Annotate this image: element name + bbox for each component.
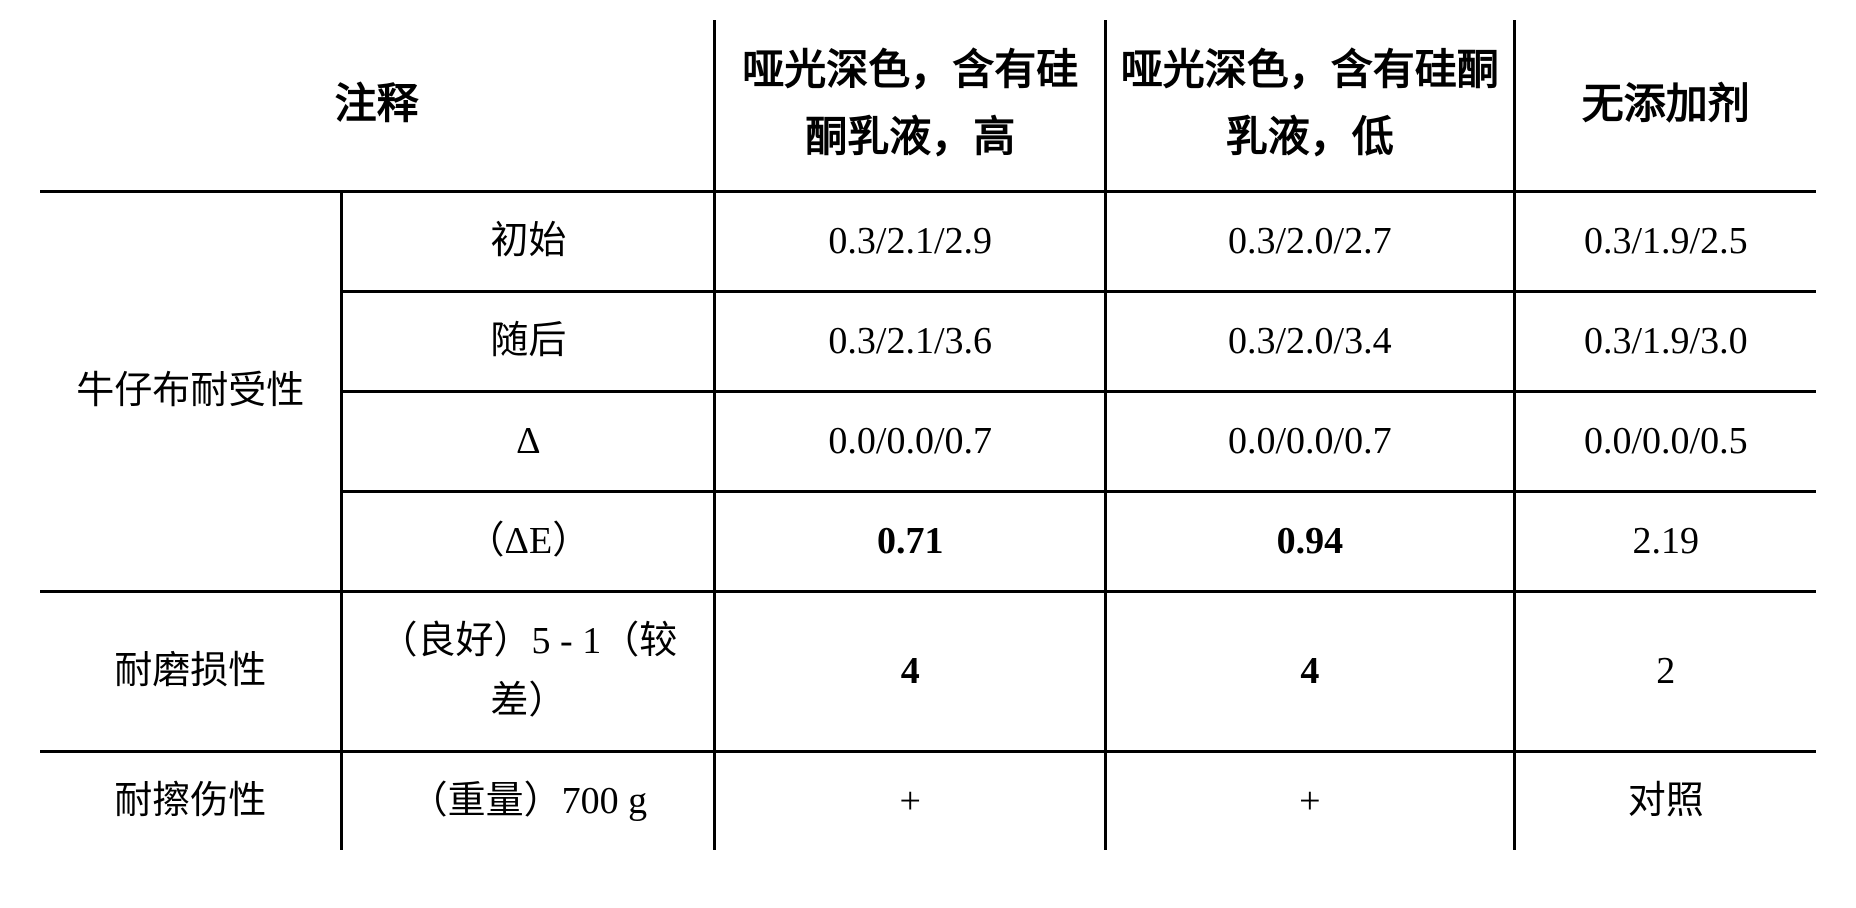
denim-label: 牛仔布耐受性	[40, 192, 342, 591]
abrasion-label: 耐磨损性	[40, 591, 342, 752]
denim-delta-label: Δ	[342, 391, 715, 491]
header-col-none: 无添加剂	[1514, 20, 1816, 192]
table-header-row: 注释 哑光深色，含有硅酮乳液，高 哑光深色，含有硅酮乳液，低 无添加剂	[40, 20, 1816, 192]
denim-delta-low: 0.0/0.0/0.7	[1106, 391, 1514, 491]
row-scratch: 耐擦伤性 （重量）700 g + + 对照	[40, 752, 1816, 850]
header-col-high: 哑光深色，含有硅酮乳液，高	[715, 20, 1106, 192]
scratch-low: +	[1106, 752, 1514, 850]
row-abrasion: 耐磨损性 （良好）5 - 1（较差） 4 4 2	[40, 591, 1816, 752]
denim-initial-low: 0.3/2.0/2.7	[1106, 192, 1514, 292]
scratch-none: 对照	[1514, 752, 1816, 850]
abrasion-low: 4	[1106, 591, 1514, 752]
denim-initial-label: 初始	[342, 192, 715, 292]
data-table: 注释 哑光深色，含有硅酮乳液，高 哑光深色，含有硅酮乳液，低 无添加剂 牛仔布耐…	[40, 20, 1816, 850]
denim-deltaE-low: 0.94	[1106, 491, 1514, 591]
denim-delta-none: 0.0/0.0/0.5	[1514, 391, 1816, 491]
abrasion-high: 4	[715, 591, 1106, 752]
scratch-label: 耐擦伤性	[40, 752, 342, 850]
denim-after-none: 0.3/1.9/3.0	[1514, 292, 1816, 392]
denim-initial-high: 0.3/2.1/2.9	[715, 192, 1106, 292]
denim-deltaE-none: 2.19	[1514, 491, 1816, 591]
denim-deltaE-label: （ΔE）	[342, 491, 715, 591]
denim-after-low: 0.3/2.0/3.4	[1106, 292, 1514, 392]
abrasion-note: （良好）5 - 1（较差）	[342, 591, 715, 752]
scratch-note: （重量）700 g	[342, 752, 715, 850]
scratch-high: +	[715, 752, 1106, 850]
table-container: 注释 哑光深色，含有硅酮乳液，高 哑光深色，含有硅酮乳液，低 无添加剂 牛仔布耐…	[0, 0, 1856, 870]
denim-delta-high: 0.0/0.0/0.7	[715, 391, 1106, 491]
denim-after-high: 0.3/2.1/3.6	[715, 292, 1106, 392]
abrasion-none: 2	[1514, 591, 1816, 752]
denim-initial-none: 0.3/1.9/2.5	[1514, 192, 1816, 292]
header-note: 注释	[40, 20, 715, 192]
denim-deltaE-high: 0.71	[715, 491, 1106, 591]
denim-after-label: 随后	[342, 292, 715, 392]
row-denim-initial: 牛仔布耐受性 初始 0.3/2.1/2.9 0.3/2.0/2.7 0.3/1.…	[40, 192, 1816, 292]
header-col-low: 哑光深色，含有硅酮乳液，低	[1106, 20, 1514, 192]
